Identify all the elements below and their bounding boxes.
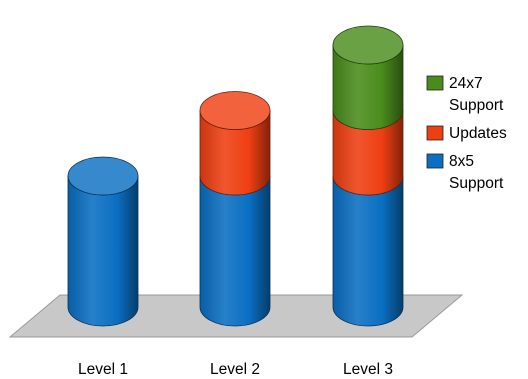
legend-label: 8x5 [449, 153, 474, 170]
legend-swatch [426, 153, 444, 169]
legend-label: Updates [449, 125, 507, 142]
bar-group-2 [199, 91, 271, 327]
legend-item-8x5-support: 8x5 Support [426, 153, 504, 192]
bar-group-1 [67, 156, 139, 327]
legend-swatch [426, 75, 444, 91]
x-tick-label: Level 3 [343, 361, 393, 378]
bar-level-3-8x5-support [332, 175, 404, 327]
legend-swatch [426, 125, 444, 141]
legend-item-24x7-support: 24x7 Support [426, 75, 504, 114]
bar-level-2-8x5-support [199, 175, 271, 327]
bar-top-cap-2 [199, 91, 271, 130]
x-tick-label: Level 1 [78, 361, 128, 378]
legend-item-updates: Updates [426, 125, 507, 142]
legend: 24x7 Support Updates 8x5 Support [426, 75, 507, 192]
x-axis-labels: Level 1 Level 2 Level 3 [78, 361, 393, 378]
bars-layer [67, 25, 404, 327]
legend-label: Support [449, 97, 504, 114]
bar-group-3 [332, 25, 404, 327]
bar-top-cap-3 [332, 25, 404, 65]
bar-top-cap-1 [67, 156, 139, 196]
bar-level-1-8x5-support [67, 175, 139, 327]
legend-label: 24x7 [449, 75, 483, 92]
legend-label: Support [449, 175, 504, 192]
x-tick-label: Level 2 [210, 361, 260, 378]
